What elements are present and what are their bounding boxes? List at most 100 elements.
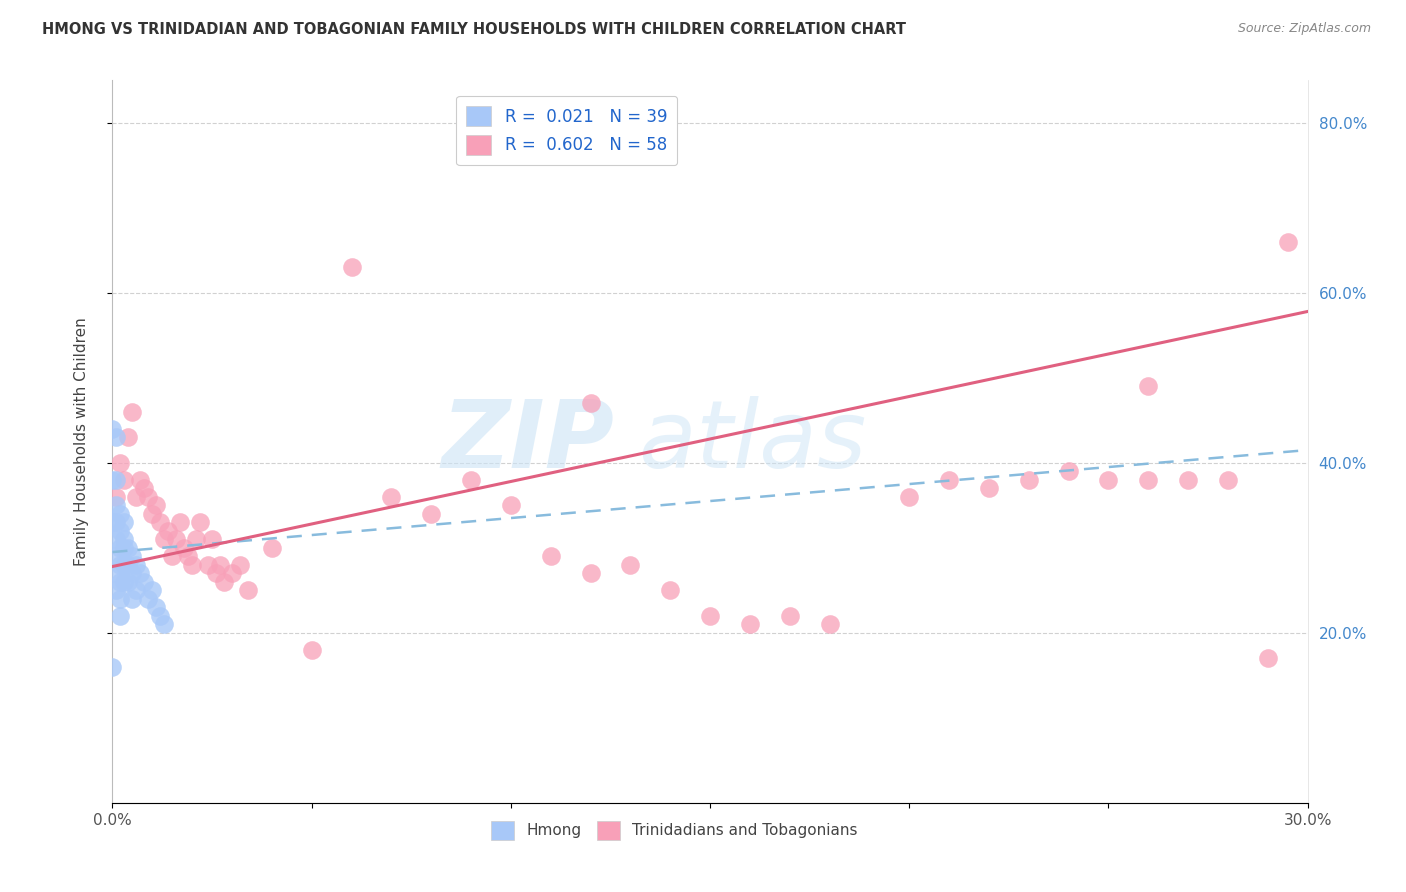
Point [145,600,167,615]
Point [1018,473,1040,487]
Point [114,558,135,572]
Point [110,541,132,555]
Point [125,583,148,598]
Point [938,473,960,487]
Point [125,490,148,504]
Point [134,481,156,495]
Point [236,583,259,598]
Text: HMONG VS TRINIDADIAN AND TOBAGONIAN FAMILY HOUSEHOLDS WITH CHILDREN CORRELATION : HMONG VS TRINIDADIAN AND TOBAGONIAN FAMI… [42,22,907,37]
Point [301,642,323,657]
Point [186,533,208,547]
Point [149,608,172,623]
Point [221,566,243,581]
Point [197,558,219,572]
Point [898,490,921,504]
Point [162,549,183,564]
Point [105,490,128,504]
Point [818,617,841,632]
Point [153,617,176,632]
Point [579,396,602,410]
Point [117,541,139,555]
Point [499,498,522,512]
Point [110,456,132,470]
Point [738,617,761,632]
Point [201,533,224,547]
Point [110,507,132,521]
Point [114,473,135,487]
Point [121,549,143,564]
Point [205,566,228,581]
Point [117,430,139,444]
Point [105,583,128,598]
Point [1097,473,1119,487]
Point [138,591,160,606]
Point [420,507,443,521]
Point [579,566,602,581]
Point [105,566,128,581]
Point [125,558,148,572]
Point [110,558,132,572]
Point [114,574,135,589]
Point [1057,464,1080,478]
Y-axis label: Family Households with Children: Family Households with Children [75,318,89,566]
Point [101,660,124,674]
Point [117,558,139,572]
Point [121,405,143,419]
Point [460,473,482,487]
Point [540,549,562,564]
Point [138,490,160,504]
Point [134,574,156,589]
Point [699,608,721,623]
Point [177,549,200,564]
Point [110,574,132,589]
Point [121,591,143,606]
Point [209,558,232,572]
Text: Source: ZipAtlas.com: Source: ZipAtlas.com [1237,22,1371,36]
Point [114,533,135,547]
Text: ZIP: ZIP [441,395,614,488]
Point [129,566,152,581]
Point [149,516,172,530]
Point [619,558,641,572]
Point [779,608,801,623]
Text: atlas: atlas [638,396,866,487]
Point [105,533,128,547]
Point [157,524,180,538]
Point [340,260,363,275]
Legend: Hmong, Trinidadians and Tobagonians: Hmong, Trinidadians and Tobagonians [485,815,863,846]
Point [165,533,187,547]
Point [101,473,124,487]
Point [121,566,143,581]
Point [1137,473,1160,487]
Point [101,422,124,436]
Point [110,524,132,538]
Point [145,498,167,512]
Point [114,541,135,555]
Point [105,430,128,444]
Point [1257,651,1279,665]
Point [181,558,204,572]
Point [977,481,1000,495]
Point [110,608,132,623]
Point [260,541,283,555]
Point [110,591,132,606]
Point [105,473,128,487]
Point [1216,473,1239,487]
Point [105,516,128,530]
Point [117,574,139,589]
Point [1177,473,1199,487]
Point [105,498,128,512]
Point [380,490,402,504]
Point [212,574,235,589]
Point [129,473,152,487]
Point [153,533,176,547]
Point [1137,379,1160,393]
Point [659,583,682,598]
Point [188,516,211,530]
Point [229,558,252,572]
Point [105,549,128,564]
Point [101,516,124,530]
Point [169,516,191,530]
Point [141,583,163,598]
Point [141,507,163,521]
